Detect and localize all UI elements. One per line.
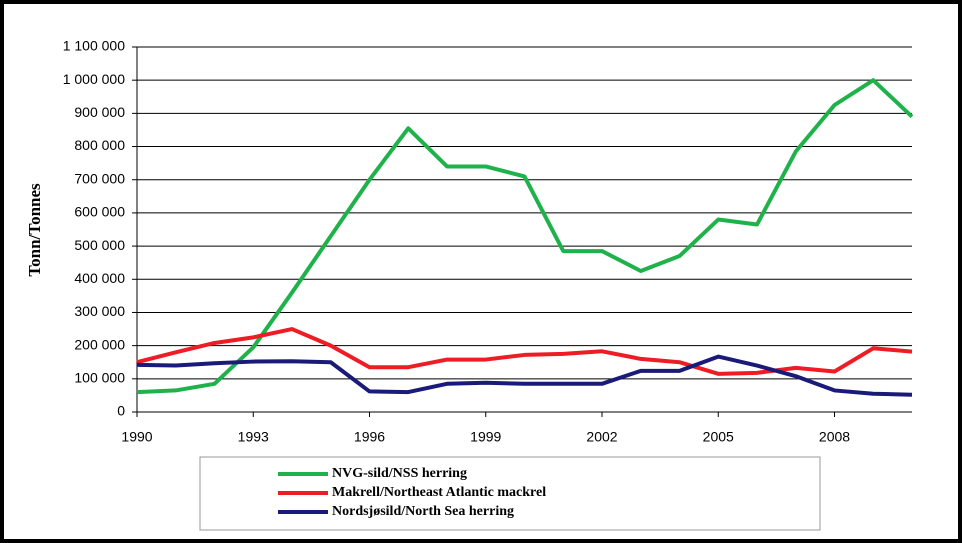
x-tick-label: 1999 [470, 429, 501, 445]
y-tick-label: 800 000 [74, 137, 125, 153]
y-tick-label: 1 100 000 [63, 38, 125, 54]
y-tick-label: 0 [117, 403, 125, 419]
x-tick-label: 2008 [819, 429, 850, 445]
y-tick-label: 400 000 [74, 270, 125, 286]
y-tick-label: 200 000 [74, 336, 125, 352]
series-line [136, 327, 913, 376]
x-tick-label: 2005 [703, 429, 734, 445]
series-line [136, 78, 914, 395]
y-tick-label: 1 000 000 [63, 71, 125, 87]
y-axis-label: Tonn/Tonnes [25, 183, 44, 277]
y-tick-label: 500 000 [74, 237, 125, 253]
y-tick-label: 300 000 [74, 303, 125, 319]
legend-label: Makrell/Northeast Atlantic mackrel [332, 485, 546, 500]
x-tick-label: 2002 [586, 429, 617, 445]
legend-label: NVG-sild/NSS herring [332, 466, 467, 481]
y-tick-label: 600 000 [74, 204, 125, 220]
y-tick-label: 100 000 [74, 370, 125, 386]
legend-label: Nordsjøsild/North Sea herring [332, 504, 514, 519]
x-tick-label: 1990 [121, 429, 152, 445]
series-line [136, 354, 913, 397]
y-tick-label: 900 000 [74, 104, 125, 120]
x-tick-label: 1993 [238, 429, 269, 445]
x-tick-label: 1996 [354, 429, 385, 445]
y-tick-label: 700 000 [74, 170, 125, 186]
